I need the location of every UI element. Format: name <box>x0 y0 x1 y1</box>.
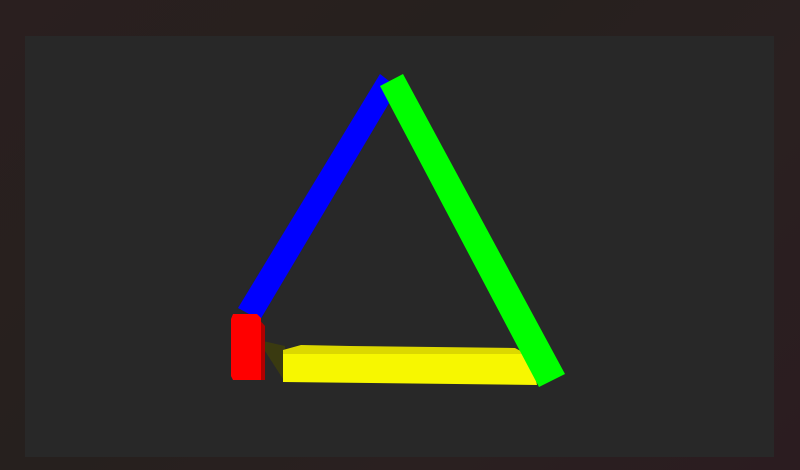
game-canvas[interactable] <box>25 36 774 457</box>
penrose-triangle-scene <box>231 74 565 387</box>
red-block <box>231 314 261 380</box>
yellow-bar-top <box>283 345 530 356</box>
green-bar <box>380 74 565 387</box>
blue-bar <box>238 74 398 320</box>
yellow-bar-shadow <box>263 341 285 382</box>
yellow-bar <box>283 354 537 385</box>
